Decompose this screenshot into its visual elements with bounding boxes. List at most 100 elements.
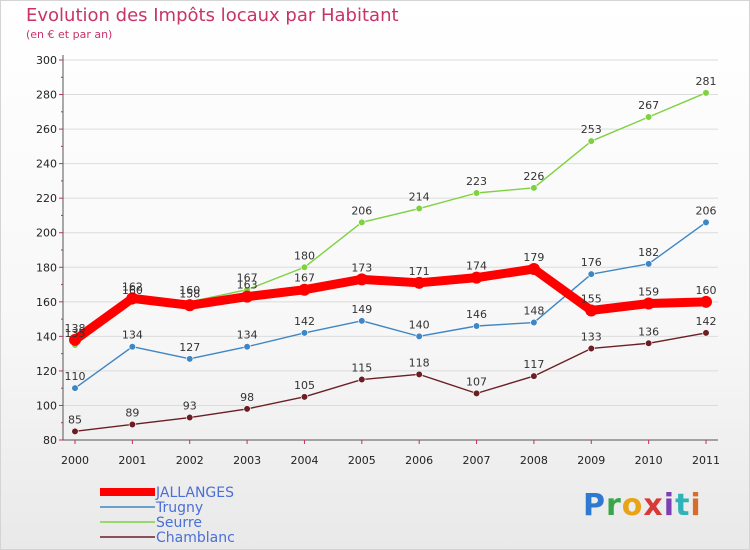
data-label: 138	[65, 322, 86, 335]
legend-label: JALLANGES	[155, 485, 234, 501]
data-label: 223	[466, 175, 487, 188]
data-point	[300, 263, 309, 271]
data-label: 160	[122, 284, 143, 297]
data-label: 118	[409, 356, 430, 369]
x-tick-label: 2009	[577, 454, 605, 467]
data-label: 115	[351, 362, 372, 375]
x-tick-label: 2006	[405, 454, 433, 467]
data-label: 253	[581, 123, 602, 136]
data-point	[186, 413, 194, 422]
data-point	[472, 389, 481, 397]
data-label: 135	[65, 327, 86, 340]
data-point	[527, 263, 540, 275]
chart-title: Evolution des Impôts locaux par Habitant	[26, 5, 399, 26]
y-tick-label: 120	[36, 365, 57, 378]
data-label: 267	[638, 99, 659, 112]
data-label: 89	[125, 406, 139, 419]
legend-label: Trugny	[155, 500, 203, 516]
data-point	[300, 393, 309, 401]
data-point	[415, 332, 423, 340]
data-label: 107	[466, 375, 487, 388]
data-point	[702, 89, 710, 97]
y-tick-label: 80	[43, 434, 57, 447]
data-point	[126, 292, 139, 305]
data-point	[128, 420, 136, 429]
data-point	[702, 329, 710, 337]
data-label: 155	[581, 292, 602, 305]
data-point	[300, 329, 309, 337]
y-tick-label: 140	[36, 330, 57, 343]
data-point	[358, 218, 366, 226]
y-tick-label: 280	[36, 89, 57, 102]
y-tick-label: 220	[36, 192, 57, 205]
data-point	[587, 270, 595, 278]
series-line-trugny	[74, 221, 707, 389]
data-label: 98	[240, 391, 254, 404]
data-point	[702, 218, 710, 226]
data-label: 226	[523, 170, 544, 183]
data-point	[298, 283, 311, 296]
y-tick-label: 200	[36, 227, 57, 240]
x-tick-label: 2002	[176, 454, 204, 467]
data-label: 142	[294, 315, 315, 328]
data-point	[415, 204, 423, 213]
data-point	[587, 344, 595, 353]
data-label: 149	[351, 303, 372, 316]
data-label: 127	[179, 341, 200, 354]
data-label: 159	[638, 286, 659, 299]
x-tick-label: 2007	[463, 454, 491, 467]
data-point	[186, 355, 194, 363]
data-point	[243, 405, 251, 413]
data-label: 281	[696, 75, 717, 88]
data-point	[128, 343, 136, 351]
data-point	[530, 372, 538, 380]
data-point	[645, 260, 653, 268]
data-point	[183, 299, 196, 312]
x-tick-label: 2005	[348, 454, 376, 467]
data-label: 85	[68, 413, 82, 426]
x-tick-label: 2004	[290, 454, 318, 467]
data-label: 105	[294, 379, 315, 392]
data-label: 206	[696, 204, 717, 217]
data-label: 180	[294, 249, 315, 262]
data-label: 134	[237, 329, 258, 342]
data-point	[241, 290, 254, 303]
data-point	[530, 184, 538, 192]
data-point	[71, 384, 79, 392]
legend-label: Chamblanc	[156, 530, 235, 546]
data-label: 163	[237, 279, 258, 292]
y-tick-label: 100	[36, 399, 57, 412]
data-point	[472, 322, 481, 330]
data-label: 182	[638, 246, 659, 259]
data-point	[642, 297, 655, 310]
legend-label: Seurre	[156, 515, 202, 531]
x-tick-label: 2008	[520, 454, 548, 467]
data-label: 93	[183, 400, 197, 413]
data-label: 171	[409, 265, 430, 278]
data-label: 146	[466, 308, 487, 321]
series-line-chamblanc	[74, 332, 707, 433]
data-point	[413, 276, 426, 289]
data-label: 174	[466, 260, 487, 273]
data-point	[530, 318, 538, 327]
data-point	[587, 137, 595, 145]
data-label: 206	[351, 204, 372, 217]
data-label: 142	[696, 315, 717, 328]
data-point	[355, 273, 368, 286]
y-tick-label: 180	[36, 261, 57, 274]
data-point	[415, 370, 423, 378]
y-tick-label: 240	[36, 158, 57, 171]
data-label: 158	[179, 287, 200, 300]
data-label: 110	[65, 370, 86, 383]
data-label: 160	[696, 284, 717, 297]
data-point	[645, 113, 653, 121]
data-label: 162	[122, 280, 143, 293]
data-label: 176	[581, 256, 602, 269]
data-label: 136	[638, 325, 659, 338]
series-line-jallanges	[70, 264, 711, 345]
y-tick-label: 260	[36, 123, 57, 136]
data-label: 134	[122, 329, 143, 342]
data-label: 167	[294, 272, 315, 285]
